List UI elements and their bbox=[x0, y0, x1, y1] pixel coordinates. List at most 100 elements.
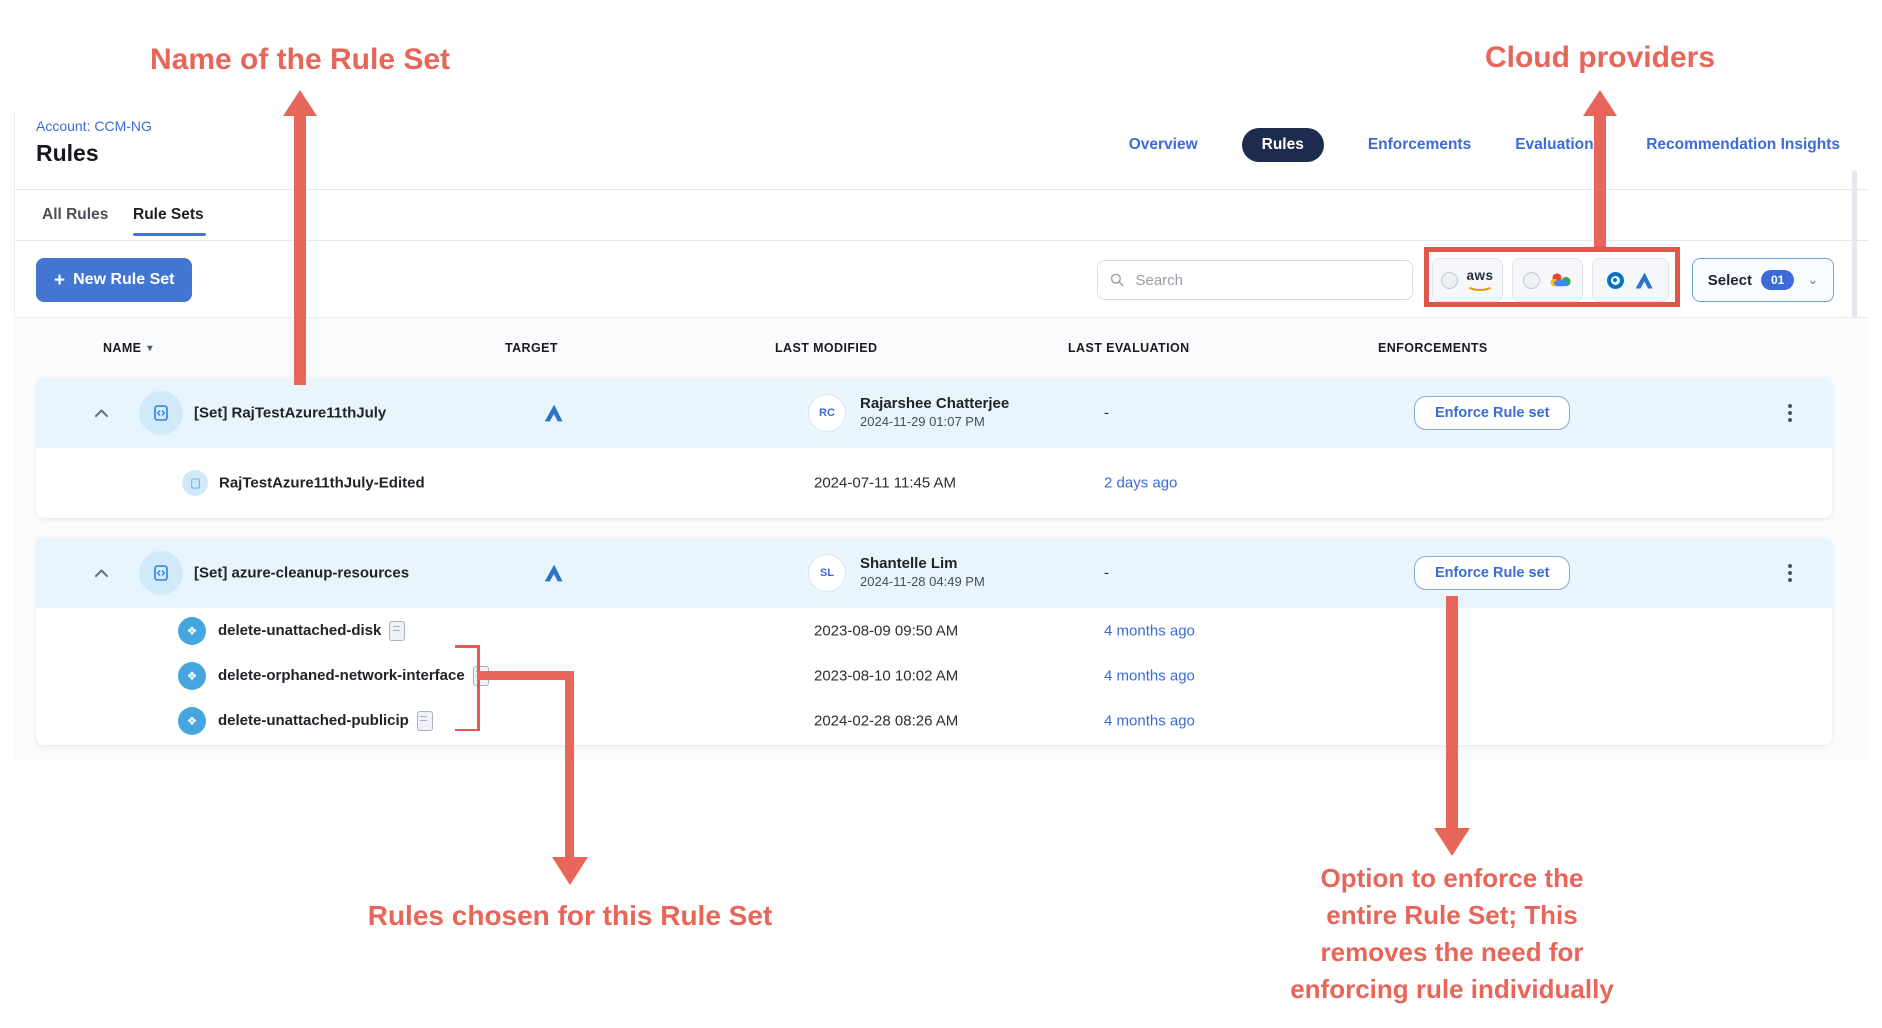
top-nav: Overview Rules Enforcements Evaluations … bbox=[1080, 128, 1840, 162]
rule-row[interactable]: ❖ delete-orphaned-network-interface 2023… bbox=[36, 653, 1832, 698]
select-count-badge: 01 bbox=[1760, 270, 1795, 290]
annotation-bracket bbox=[477, 645, 480, 731]
rule-set-name[interactable]: [Set] azure-cleanup-resources bbox=[194, 564, 410, 582]
enforce-rule-set-button[interactable]: Enforce Rule set bbox=[1414, 396, 1571, 430]
annotation-connector bbox=[477, 671, 572, 680]
search-input[interactable] bbox=[1133, 270, 1400, 290]
rule-set-name[interactable]: [Set] RajTestAzure11thJuly bbox=[194, 404, 387, 422]
avatar: RC bbox=[808, 394, 846, 432]
rule-last-evaluation[interactable]: 4 months ago bbox=[1104, 622, 1195, 639]
rule-last-evaluation[interactable]: 2 days ago bbox=[1104, 474, 1178, 492]
arrow-down-icon bbox=[551, 857, 588, 885]
rule-set-card: [Set] azure-cleanup-resources SL Shantel… bbox=[36, 538, 1832, 745]
arrow-up-icon bbox=[283, 90, 317, 116]
column-header-target: TARGET bbox=[505, 341, 558, 355]
column-header-name[interactable]: NAME ▾ bbox=[103, 341, 153, 355]
modified-at: 2024-11-28 04:49 PM bbox=[860, 573, 985, 589]
provider-toggle-gcp[interactable] bbox=[1512, 258, 1583, 302]
search-input-container[interactable] bbox=[1097, 260, 1413, 300]
rule-row[interactable]: ❖ delete-unattached-publicip 2024-02-28 … bbox=[36, 698, 1832, 743]
nav-evaluations[interactable]: Evaluations bbox=[1515, 136, 1603, 153]
annotation-arrow-shaft bbox=[294, 112, 306, 385]
annotation-rules-chosen: Rules chosen for this Rule Set bbox=[367, 900, 773, 931]
rule-name[interactable]: delete-unattached-publicip bbox=[218, 710, 433, 731]
azure-target-icon bbox=[544, 404, 563, 422]
annotation-cloud-providers: Cloud providers bbox=[1484, 41, 1716, 74]
column-header-last-modified: LAST MODIFIED bbox=[775, 341, 878, 355]
rule-set-card: [Set] RajTestAzure11thJuly RC Rajarshee … bbox=[36, 378, 1832, 518]
arrow-down-icon bbox=[1434, 828, 1470, 856]
rule-last-evaluation[interactable]: 4 months ago bbox=[1104, 712, 1195, 729]
nav-enforcements[interactable]: Enforcements bbox=[1367, 136, 1472, 153]
header-divider bbox=[14, 189, 1868, 190]
select-dropdown[interactable]: Select 01 ⌄ bbox=[1692, 258, 1834, 302]
kebab-menu-icon[interactable] bbox=[1784, 400, 1796, 426]
rule-row[interactable]: ❖ delete-unattached-disk 2023-08-09 09:5… bbox=[36, 608, 1832, 653]
last-evaluation-value: - bbox=[1104, 564, 1109, 582]
azure-radio-selected[interactable] bbox=[1606, 271, 1624, 289]
nav-rules[interactable]: Rules bbox=[1241, 128, 1324, 162]
arrow-up-icon bbox=[1583, 90, 1617, 116]
provider-toggle-azure[interactable] bbox=[1592, 258, 1669, 302]
enforce-rule-set-button[interactable]: Enforce Rule set bbox=[1414, 556, 1571, 590]
rule-last-evaluation[interactable]: 4 months ago bbox=[1104, 667, 1195, 684]
new-rule-set-label: New Rule Set bbox=[73, 271, 175, 288]
rule-set-row[interactable]: [Set] RajTestAzure11thJuly RC Rajarshee … bbox=[36, 378, 1832, 448]
rule-set-row[interactable]: [Set] azure-cleanup-resources SL Shantel… bbox=[36, 538, 1832, 608]
tab-all-rules[interactable]: All Rules bbox=[42, 206, 109, 223]
rule-icon: ❖ bbox=[178, 661, 206, 690]
plus-icon: + bbox=[54, 269, 66, 291]
rule-set-icon bbox=[139, 391, 183, 435]
rule-name[interactable]: delete-orphaned-network-interface bbox=[218, 665, 489, 686]
last-evaluation-value: - bbox=[1104, 404, 1109, 422]
file-icon[interactable] bbox=[416, 710, 433, 731]
rule-modified-at: 2024-07-11 11:45 AM bbox=[814, 474, 957, 492]
rule-name[interactable]: delete-unattached-disk bbox=[218, 620, 406, 641]
kebab-menu-icon[interactable] bbox=[1784, 560, 1796, 586]
modified-by-name: Rajarshee Chatterjee bbox=[860, 395, 1010, 413]
rule-icon: ❖ bbox=[178, 706, 206, 735]
annotation-bracket-tick bbox=[455, 645, 478, 648]
rule-modified-at: 2023-08-10 10:02 AM bbox=[814, 667, 959, 684]
search-icon bbox=[1110, 273, 1124, 287]
rule-modified-at: 2023-08-09 09:50 AM bbox=[814, 622, 959, 639]
last-modified-cell: RC Rajarshee Chatterjee 2024-11-29 01:07… bbox=[808, 394, 1009, 432]
modified-by-name: Shantelle Lim bbox=[860, 555, 958, 573]
column-header-enforcements: ENFORCEMENTS bbox=[1378, 341, 1488, 355]
annotation-enforce-note: Option to enforce the entire Rule Set; T… bbox=[1290, 863, 1614, 1004]
rule-set-icon bbox=[139, 551, 183, 595]
aws-icon: aws bbox=[1466, 269, 1494, 292]
active-tab-underline bbox=[133, 233, 206, 236]
file-icon[interactable] bbox=[389, 620, 406, 641]
gcp-radio[interactable] bbox=[1522, 271, 1540, 289]
rule-modified-at: 2024-02-28 08:26 AM bbox=[814, 712, 959, 729]
tab-rule-sets[interactable]: Rule Sets bbox=[133, 206, 204, 223]
rule-name[interactable]: RajTestAzure11thJuly-Edited bbox=[219, 474, 425, 492]
annotation-bracket-tick bbox=[455, 728, 478, 731]
annotation-arrow-shaft bbox=[565, 671, 574, 857]
toolbar-divider bbox=[14, 317, 1868, 318]
sort-caret-icon[interactable]: ▾ bbox=[147, 342, 153, 354]
azure-target-icon bbox=[544, 564, 563, 582]
last-modified-cell: SL Shantelle Lim 2024-11-28 04:49 PM bbox=[808, 554, 985, 592]
provider-toggle-aws[interactable]: aws bbox=[1432, 258, 1503, 302]
azure-icon bbox=[1635, 272, 1653, 288]
annotation-name-of-rule-set: Name of the Rule Set bbox=[149, 43, 451, 76]
rule-row[interactable]: RajTestAzure11thJuly-Edited 2024-07-11 1… bbox=[36, 448, 1832, 518]
collapse-chevron-icon[interactable] bbox=[94, 569, 109, 578]
column-header-last-evaluation: LAST EVALUATION bbox=[1068, 341, 1190, 355]
breadcrumb-account[interactable]: Account: CCM-NG bbox=[36, 118, 152, 134]
chevron-down-icon: ⌄ bbox=[1807, 272, 1819, 287]
nav-recommendation-insights[interactable]: Recommendation Insights bbox=[1646, 136, 1840, 153]
aws-radio[interactable] bbox=[1441, 271, 1458, 289]
gcp-icon bbox=[1550, 272, 1571, 286]
collapse-chevron-icon[interactable] bbox=[94, 409, 109, 418]
rule-icon bbox=[182, 470, 208, 496]
rule-icon: ❖ bbox=[178, 616, 206, 645]
tabs-divider bbox=[14, 240, 1868, 241]
nav-overview[interactable]: Overview bbox=[1128, 136, 1198, 153]
annotation-providers-box bbox=[1424, 247, 1680, 307]
annotation-arrow-shaft bbox=[1446, 596, 1458, 828]
page-title: Rules bbox=[36, 140, 99, 166]
new-rule-set-button[interactable]: + New Rule Set bbox=[36, 258, 193, 302]
